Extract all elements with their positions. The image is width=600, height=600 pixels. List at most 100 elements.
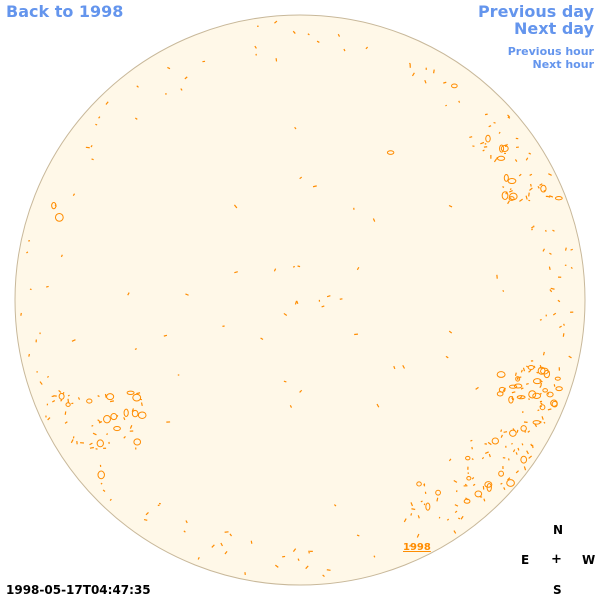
contour-loop <box>425 502 431 511</box>
contour-loop <box>513 383 523 389</box>
previous-day-link[interactable]: Previous day <box>477 2 594 21</box>
contour-fragment <box>326 569 331 571</box>
contour-fragment <box>482 149 485 152</box>
contour-fragment <box>123 417 126 421</box>
contour-fragment <box>550 287 555 290</box>
contour-fragment <box>453 530 457 534</box>
contour-fragment <box>458 100 461 103</box>
contour-fragment <box>51 400 56 403</box>
contour-fragment <box>95 448 98 450</box>
contour-fragment <box>549 252 552 255</box>
contour-fragment <box>509 188 512 191</box>
contour-fragment <box>502 289 505 292</box>
contour-fragment <box>539 380 543 383</box>
contour-fragment <box>562 333 565 337</box>
contour-fragment <box>563 323 565 326</box>
contour-fragment <box>528 369 532 373</box>
contour-loop <box>554 376 561 381</box>
contour-fragment <box>552 312 557 316</box>
back-to-year-link[interactable]: Back to 1998 <box>6 2 124 21</box>
contour-fragment <box>60 399 63 402</box>
contour-fragment <box>322 574 325 577</box>
contour-fragment <box>143 518 148 521</box>
magnetic-contours <box>20 20 574 577</box>
contour-fragment <box>91 424 94 427</box>
previous-hour-link[interactable]: Previous hour <box>507 45 594 58</box>
contour-fragment <box>530 443 533 447</box>
contour-fragment <box>487 441 492 446</box>
contour-fragment <box>471 458 474 461</box>
contour-fragment <box>525 157 529 161</box>
contour-loop <box>451 83 458 89</box>
contour-fragment <box>519 198 523 202</box>
year-label-link[interactable]: 1998 <box>403 542 431 553</box>
contour-loop <box>58 392 65 400</box>
contour-loop <box>507 177 517 185</box>
contour-loop <box>542 388 548 393</box>
contour-fragment <box>528 192 530 197</box>
contour-fragment <box>163 334 168 337</box>
contour-loop <box>500 144 509 153</box>
contour-fragment <box>511 442 513 445</box>
contour-fragment <box>297 265 301 268</box>
contour-fragment <box>90 145 93 148</box>
contour-fragment <box>250 540 253 544</box>
contour-fragment <box>507 200 510 205</box>
contour-fragment <box>530 183 532 187</box>
contour-fragment <box>224 551 228 555</box>
contour-loop <box>539 404 546 411</box>
contour-fragment <box>294 126 297 130</box>
contour-fragment <box>500 429 503 433</box>
contour-fragment <box>448 204 453 208</box>
contour-fragment <box>528 152 532 155</box>
contour-fragment <box>109 400 115 403</box>
contour-fragment <box>292 30 296 34</box>
contour-loop <box>416 481 422 487</box>
contour-fragment <box>70 439 74 444</box>
contour-fragment <box>26 251 29 254</box>
contour-fragment <box>454 504 459 507</box>
contour-fragment <box>458 517 461 520</box>
contour-fragment <box>197 557 200 560</box>
contour-fragment <box>71 339 76 342</box>
contour-fragment <box>543 421 546 424</box>
contour-fragment <box>321 305 325 308</box>
contour-fragment <box>98 116 101 119</box>
contour-fragment <box>134 348 137 351</box>
contour-fragment <box>254 45 257 49</box>
contour-fragment <box>423 503 426 506</box>
next-hour-link[interactable]: Next hour <box>532 58 595 71</box>
contour-fragment <box>502 186 505 188</box>
contour-loop <box>126 390 135 396</box>
contour-fragment <box>289 405 293 408</box>
contour-fragment <box>376 403 380 408</box>
contour-fragment <box>529 173 533 176</box>
contour-fragment <box>570 266 573 269</box>
contour-fragment <box>484 143 487 145</box>
contour-loop <box>508 196 515 201</box>
contour-fragment <box>433 69 435 74</box>
contour-loop <box>386 150 395 155</box>
contour-fragment <box>211 544 215 548</box>
contour-loop <box>515 376 521 382</box>
contour-fragment <box>500 434 503 438</box>
contour-fragment <box>424 79 427 84</box>
contour-fragment <box>527 430 531 433</box>
contour-loop <box>486 483 492 492</box>
contour-fragment <box>420 500 423 503</box>
contour-fragment <box>365 46 369 50</box>
contour-fragment <box>136 85 139 88</box>
contour-fragment <box>402 365 406 369</box>
contour-fragment <box>184 76 188 80</box>
contour-loop <box>540 184 547 193</box>
contour-loop <box>509 429 517 437</box>
contour-fragment <box>167 66 171 70</box>
contour-fragment <box>373 555 376 558</box>
contour-fragment <box>372 218 376 222</box>
contour-fragment <box>297 558 300 561</box>
contour-fragment <box>54 204 57 207</box>
next-day-link[interactable]: Next day <box>514 19 594 38</box>
contour-loop <box>113 425 121 432</box>
contour-fragment <box>507 477 511 481</box>
contour-fragment <box>326 295 331 298</box>
